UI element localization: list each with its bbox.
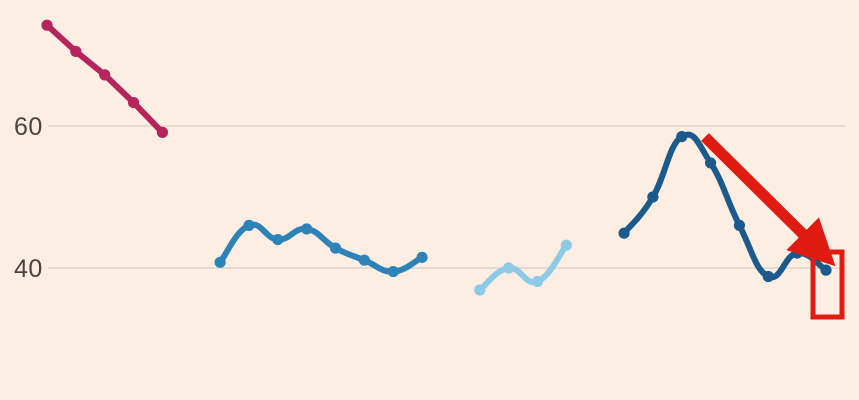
- series-navy-point: [704, 157, 717, 169]
- series-light-blue-line: [476, 242, 570, 294]
- series-crimson: [41, 19, 169, 138]
- series-medium-blue-point: [214, 256, 226, 268]
- series-crimson-point: [156, 126, 169, 138]
- series-light-blue-point: [560, 239, 572, 251]
- red-down-arrow-icon: [701, 133, 836, 267]
- series-crimson-point: [127, 96, 140, 109]
- series-medium-blue: [214, 219, 428, 278]
- series-navy-point: [618, 227, 630, 239]
- series-light-blue-point: [531, 275, 544, 288]
- gridlines: [48, 125, 845, 269]
- red-highlight-box: [810, 249, 845, 320]
- series-crimson-point: [99, 69, 111, 81]
- y-tick-label-40: 40: [14, 255, 43, 283]
- series-light-blue: [474, 239, 572, 296]
- series-crimson-point: [41, 19, 53, 31]
- series-medium-blue-point: [329, 242, 342, 254]
- series-navy-point: [820, 264, 832, 276]
- series-light-blue-point: [474, 284, 486, 296]
- series-light-blue-point: [503, 262, 515, 274]
- series-medium-blue-point: [272, 234, 284, 246]
- series-navy-point: [647, 191, 659, 203]
- series-medium-blue-point: [416, 251, 428, 263]
- series-navy-point: [791, 247, 803, 259]
- y-axis-labels: 60 40: [14, 113, 43, 283]
- y-tick-label-60: 60: [14, 113, 43, 141]
- series-navy-point: [733, 219, 746, 231]
- series-navy-point: [762, 270, 774, 283]
- series-medium-blue-point: [243, 219, 255, 231]
- series-medium-blue-point: [301, 223, 313, 235]
- series-medium-blue-point: [387, 265, 399, 278]
- series-navy-point: [676, 131, 688, 143]
- annotation-layer: [701, 133, 845, 320]
- series-crimson-point: [70, 45, 82, 58]
- series-medium-blue-point: [358, 254, 370, 266]
